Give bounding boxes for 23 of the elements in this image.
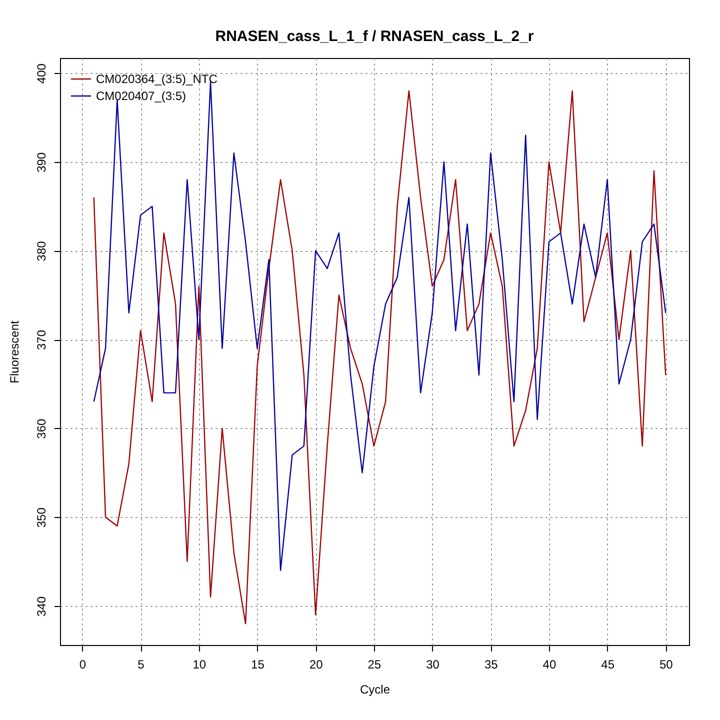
x-tick-label: 25: [368, 658, 382, 672]
y-tick-label: 390: [34, 152, 48, 172]
x-tick-label: 50: [659, 658, 674, 672]
y-tick-label: 360: [34, 418, 48, 439]
x-tick-label: 10: [192, 658, 206, 672]
y-tick-label: 350: [34, 507, 48, 528]
x-tick-label: 30: [426, 658, 440, 672]
y-tick-label: 380: [34, 240, 48, 262]
legend-label: CM020407_(3:5): [96, 89, 186, 103]
y-tick-label: 400: [34, 63, 48, 84]
x-tick-label: 20: [309, 658, 324, 672]
x-tick-label: 5: [138, 658, 145, 672]
y-tick-label: 340: [34, 596, 48, 616]
x-tick-label: 15: [251, 658, 265, 672]
legend-label: CM020364_(3:5)_NTC: [96, 72, 218, 86]
y-axis-title: Fluorescent: [8, 320, 22, 384]
x-tick-label: 35: [484, 658, 498, 672]
chart-title: RNASEN_cass_L_1_f / RNASEN_cass_L_2_r: [215, 28, 534, 45]
x-tick-label: 40: [542, 658, 556, 672]
x-axis-title: Cycle: [360, 682, 390, 696]
x-tick-label: 45: [601, 658, 615, 672]
x-tick-label: 0: [79, 658, 86, 672]
y-tick-label: 370: [34, 330, 48, 350]
